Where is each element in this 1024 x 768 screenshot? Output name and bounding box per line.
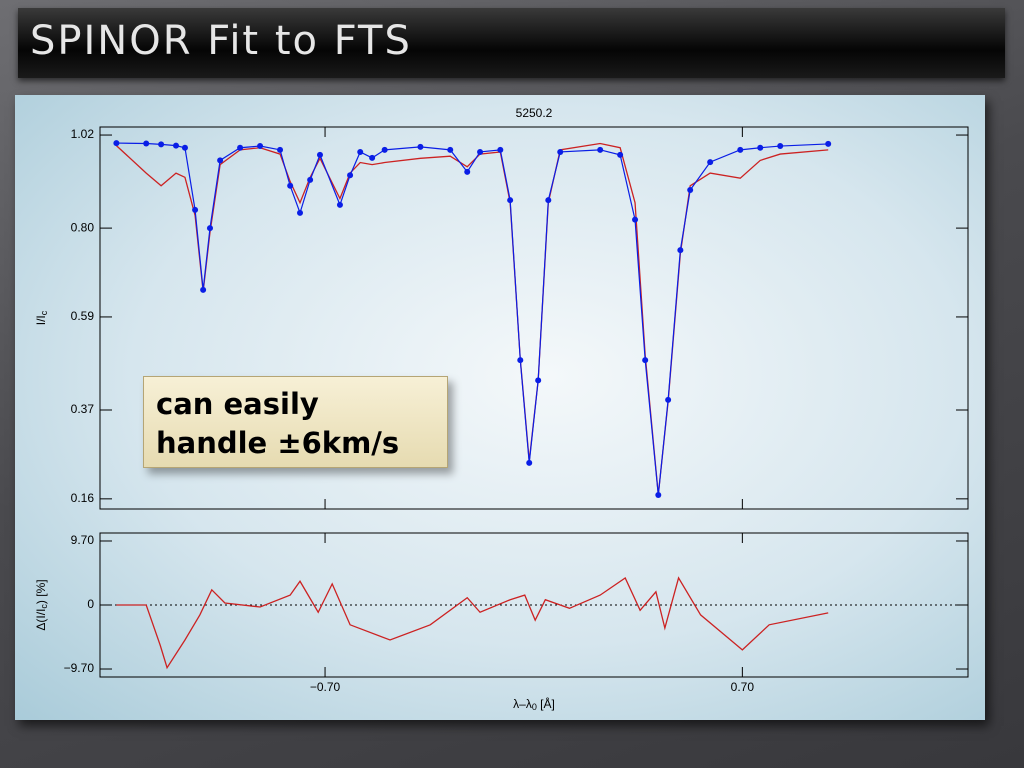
data-point — [517, 357, 524, 364]
axis-label-part: I/I — [34, 315, 48, 325]
data-point — [369, 154, 376, 161]
data-point — [707, 159, 714, 166]
data-point — [113, 140, 120, 147]
axis-label: I/Ic — [34, 310, 49, 325]
data-point — [307, 176, 314, 183]
x-tick-label: −0.70 — [310, 680, 341, 694]
data-point — [257, 143, 264, 150]
data-point — [535, 377, 542, 384]
data-point — [545, 197, 552, 204]
data-point — [632, 216, 639, 223]
data-point — [217, 157, 224, 164]
data-point — [665, 396, 672, 403]
y-tick-label: 0.59 — [71, 309, 95, 323]
y-tick-label: 9.70 — [71, 533, 95, 547]
data-point — [336, 201, 343, 208]
data-point — [825, 140, 832, 147]
data-point — [447, 146, 454, 153]
data-line — [116, 576, 829, 670]
axis-label-part: ) [%] — [34, 579, 48, 604]
data-point — [357, 148, 364, 155]
plot-frame — [99, 126, 969, 510]
data-point — [497, 146, 504, 153]
chart-title: 5250.2 — [516, 106, 553, 120]
annotation-line: can easily — [156, 387, 319, 421]
data-point — [642, 357, 649, 364]
y-tick-label: −9.70 — [64, 661, 95, 675]
data-point — [381, 146, 388, 153]
y-tick-label: 0.80 — [71, 220, 95, 234]
data-point — [777, 143, 784, 150]
data-point — [192, 206, 199, 213]
data-point — [158, 141, 165, 148]
data-point — [617, 151, 624, 158]
data-point — [507, 197, 514, 204]
data-point — [597, 146, 604, 153]
y-tick-label: 0.16 — [71, 491, 95, 505]
data-point — [143, 140, 150, 147]
data-point — [417, 143, 424, 150]
axis-label-part: c — [39, 310, 49, 315]
data-point — [347, 172, 354, 179]
data-point — [206, 225, 213, 232]
data-point — [200, 286, 207, 293]
data-point — [655, 492, 662, 499]
data-point — [737, 146, 744, 153]
data-point — [237, 144, 244, 151]
axis-label-part: [Å] — [537, 696, 555, 711]
data-point — [757, 144, 764, 151]
data-point — [477, 148, 484, 155]
data-point — [316, 151, 323, 158]
axis-label-part: c — [39, 604, 49, 609]
axis-label: Δ(I/Ic) [%] — [34, 579, 49, 630]
data-point — [526, 459, 533, 466]
data-point — [173, 142, 180, 149]
data-point — [287, 182, 294, 189]
y-tick-label: 1.02 — [71, 127, 95, 141]
title-bar: SPINOR Fit to FTS — [18, 8, 1005, 78]
y-tick-label: 0 — [87, 597, 94, 611]
x-tick-label: 0.70 — [731, 680, 755, 694]
data-point — [677, 247, 684, 254]
axis-label-part: 0 — [532, 702, 537, 712]
slide-title: SPINOR Fit to FTS — [30, 18, 412, 64]
axis-label-part: λ–λ — [513, 697, 532, 711]
data-point — [557, 148, 564, 155]
axis-label-part: Δ(I/I — [34, 609, 48, 631]
data-point — [687, 187, 694, 194]
axis-label: λ–λ0 [Å] — [513, 696, 555, 712]
annotation-line: handle ±6km/s — [156, 426, 400, 460]
data-point — [181, 144, 188, 151]
data-point — [297, 209, 304, 216]
data-point — [277, 146, 284, 153]
data-point — [464, 168, 471, 175]
y-tick-label: 0.37 — [71, 402, 95, 416]
annotation-box: can easily handle ±6km/s — [143, 376, 448, 468]
